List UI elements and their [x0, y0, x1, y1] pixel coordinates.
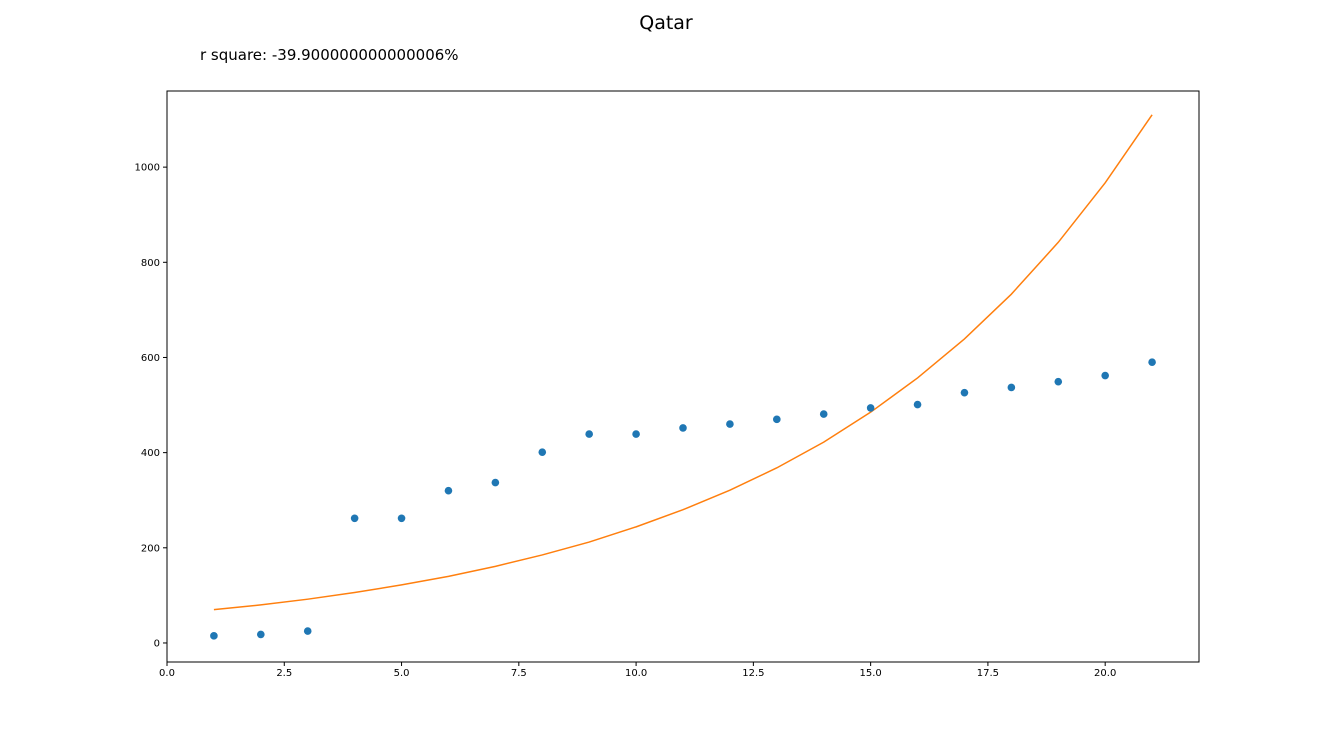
y-tick: 1000	[135, 163, 167, 174]
data-point	[1054, 377, 1063, 386]
y-tick-label: 800	[141, 258, 160, 269]
y-tick-label: 400	[141, 448, 160, 459]
data-point	[679, 424, 687, 432]
data-point	[726, 420, 734, 428]
chart-subtitle: r square: -39.900000000000006%	[200, 46, 459, 64]
data-point	[538, 448, 547, 456]
y-tick-label: 200	[141, 543, 160, 554]
y-tick-label: 600	[141, 353, 160, 364]
y-axis: 0 200 400 600 800 1000	[135, 163, 167, 649]
x-tick-label: 15.0	[860, 668, 882, 679]
y-tick: 600	[141, 353, 167, 364]
x-tick-label: 2.5	[276, 668, 292, 679]
x-tick: 7.5	[511, 662, 527, 679]
x-tick: 15.0	[860, 662, 882, 679]
x-tick: 17.5	[977, 662, 999, 679]
y-tick: 0	[154, 638, 167, 649]
x-tick-label: 7.5	[511, 668, 527, 679]
x-tick: 10.0	[625, 662, 647, 679]
data-point	[350, 514, 359, 523]
data-point	[773, 415, 781, 424]
x-tick-label: 5.0	[394, 668, 410, 679]
data-point	[819, 410, 828, 418]
data-points-series	[210, 358, 1156, 640]
x-tick-label: 10.0	[625, 668, 647, 679]
data-point	[632, 430, 640, 438]
data-point	[866, 404, 875, 412]
x-tick: 12.5	[742, 662, 764, 679]
y-tick: 800	[141, 258, 167, 269]
y-tick: 400	[141, 448, 167, 459]
x-axis: 0.0 2.5 5.0 7.5 10.0 12.5 15.0 17.5 20.0	[159, 662, 1116, 679]
plot-frame	[166, 90, 1200, 663]
x-tick: 5.0	[394, 662, 410, 679]
data-point	[397, 514, 406, 523]
chart-title: Qatar	[639, 12, 693, 34]
data-point	[1007, 383, 1016, 392]
x-tick-label: 17.5	[977, 668, 999, 679]
data-point	[491, 478, 500, 487]
data-point	[1148, 358, 1156, 367]
data-point	[1101, 371, 1109, 380]
data-point	[960, 388, 969, 397]
y-tick-label: 0	[154, 638, 160, 649]
y-tick-label: 1000	[135, 163, 160, 174]
x-tick: 2.5	[276, 662, 292, 679]
x-tick: 20.0	[1094, 662, 1116, 679]
fit-line	[213, 114, 1153, 611]
x-tick-label: 12.5	[742, 668, 764, 679]
data-point	[444, 486, 453, 495]
data-point	[303, 627, 312, 635]
x-tick-label: 20.0	[1094, 668, 1116, 679]
data-point	[913, 400, 922, 409]
data-point	[210, 632, 218, 640]
y-tick: 200	[141, 543, 167, 554]
data-point	[585, 430, 593, 438]
x-tick-label: 0.0	[159, 668, 175, 679]
fit-line-series	[213, 114, 1153, 611]
x-tick: 0.0	[159, 662, 175, 679]
data-point	[257, 630, 265, 639]
